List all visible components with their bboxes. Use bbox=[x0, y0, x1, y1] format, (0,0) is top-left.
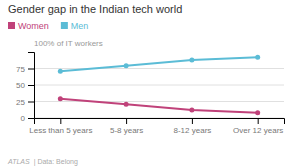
x-axis: Less than 5 years 5-8 years 8-12 years Over… bbox=[29, 118, 284, 135]
y-tick-mark bbox=[28, 118, 34, 119]
annotation: ATLAS bbox=[7, 158, 30, 165]
x-tick-label: 5-8 years bbox=[110, 126, 143, 135]
series-point bbox=[58, 96, 63, 101]
x-tick: 5-8 years bbox=[110, 118, 143, 135]
x-tick-label: Over 12 years bbox=[233, 126, 283, 135]
annotation: | Data: Belong bbox=[34, 158, 78, 166]
y-label: 100% of IT workers bbox=[34, 39, 103, 48]
x-tick-mark bbox=[126, 118, 127, 124]
x-tick-mark bbox=[192, 118, 193, 124]
x-tick: Over 12 years bbox=[233, 118, 283, 135]
y-tick-mark bbox=[28, 102, 34, 103]
legend: Women Men bbox=[8, 21, 88, 31]
chart: Gender gap in the Indian tech world Women… bbox=[0, 0, 300, 168]
grid-line bbox=[34, 101, 284, 102]
series-point bbox=[189, 108, 194, 113]
x-tick-label: Less than 5 years bbox=[29, 126, 92, 135]
legend-swatch bbox=[8, 22, 15, 29]
y-tick: 50 bbox=[16, 81, 34, 90]
series-line bbox=[60, 57, 257, 71]
x-tick-label: 8-12 years bbox=[173, 126, 211, 135]
y-axis-line bbox=[28, 53, 35, 119]
y-tick-mark bbox=[28, 69, 34, 70]
y-tick: 0 bbox=[21, 114, 34, 123]
marks bbox=[58, 55, 260, 115]
x-tick-mark bbox=[60, 118, 61, 124]
grid-line bbox=[34, 68, 284, 69]
legend-label: Women bbox=[18, 21, 49, 31]
series-point bbox=[124, 63, 129, 68]
y-tick-label: 0 bbox=[21, 114, 26, 123]
title: Gender gap in the Indian tech world bbox=[8, 3, 182, 15]
y-tick-label: 75 bbox=[16, 65, 25, 74]
legend-label: Men bbox=[71, 21, 89, 31]
y-axis: 0 25 50 75 bbox=[16, 53, 34, 124]
y-tick: 25 bbox=[16, 98, 34, 107]
x-tick-mark bbox=[258, 118, 259, 124]
y-tick-mark bbox=[28, 85, 34, 86]
y-tick: 75 bbox=[16, 65, 34, 74]
y-tick-label: 50 bbox=[16, 81, 25, 90]
grid bbox=[34, 69, 284, 119]
series-point bbox=[124, 102, 129, 107]
series-point bbox=[255, 55, 260, 60]
legend-swatch bbox=[61, 22, 68, 29]
series-point bbox=[255, 110, 260, 115]
x-tick: Less than 5 years bbox=[29, 118, 92, 135]
series-point bbox=[58, 69, 63, 74]
y-tick-label: 25 bbox=[16, 98, 25, 107]
x-axis-line bbox=[35, 119, 285, 125]
series-line bbox=[60, 99, 257, 113]
series-point bbox=[189, 57, 194, 62]
grid-line bbox=[34, 85, 284, 86]
x-tick: 8-12 years bbox=[173, 118, 211, 135]
